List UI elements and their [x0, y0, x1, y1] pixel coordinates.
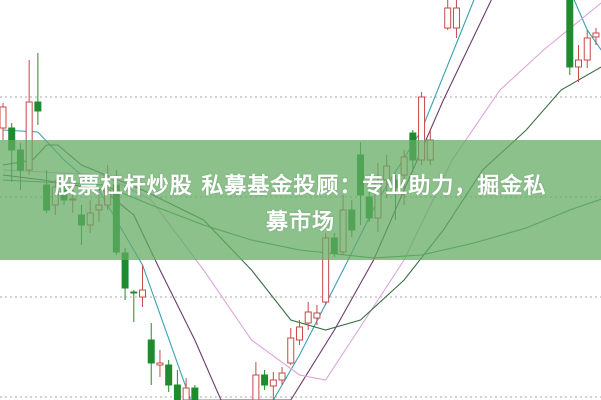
candle-body [592, 32, 600, 38]
candle-body [566, 0, 574, 68]
candle-body [182, 387, 190, 400]
candle-body [130, 291, 138, 294]
candle-body [452, 7, 460, 29]
candle-body [139, 289, 147, 298]
candle-body [252, 374, 260, 400]
candle-body [261, 374, 269, 386]
candle-body [147, 339, 155, 364]
candle-body [269, 379, 277, 387]
candle-body [575, 59, 583, 68]
candle-body [156, 362, 164, 366]
title-banner: 股票杠杆炒股 私募基金投顾：专业助力，掘金私 募市场 [0, 140, 601, 260]
candle-body [583, 37, 591, 61]
candle-body [304, 311, 312, 324]
candle-body [287, 337, 295, 364]
candle-body [34, 101, 42, 112]
candle-body [0, 106, 7, 129]
title-line-1: 股票杠杆炒股 私募基金投顾：专业助力，掘金私 [54, 174, 547, 199]
candle-body [313, 312, 321, 319]
candle-body [173, 384, 181, 400]
candle-body [165, 364, 173, 386]
candle-body [278, 372, 286, 381]
title-line-2: 募市场 [265, 210, 335, 235]
candle-body [295, 326, 303, 341]
candle-body [444, 7, 452, 29]
candle-body [191, 387, 199, 400]
